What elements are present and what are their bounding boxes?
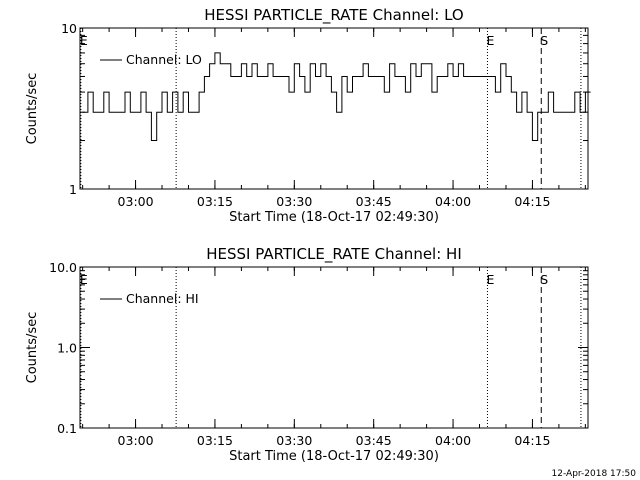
y-axis-label: Counts/sec [25, 312, 40, 384]
event-marker-label: E [486, 33, 494, 48]
chart-title: HESSI PARTICLE_RATE Channel: HI [206, 245, 462, 264]
generation-timestamp: 12-Apr-2018 17:50 [552, 469, 637, 479]
x-tick-label: 03:00 [118, 194, 154, 209]
x-tick-label: 03:30 [276, 194, 312, 209]
x-tick-label: 04:00 [435, 433, 471, 448]
x-tick-label: 03:45 [356, 433, 392, 448]
event-marker-label: E [486, 272, 494, 287]
y-tick-label: 10 [61, 21, 77, 36]
y-axis-label: Counts/sec [25, 73, 40, 145]
y-tick-label: 1 [69, 182, 77, 197]
x-tick-label: 03:00 [118, 433, 154, 448]
chart-title: HESSI PARTICLE_RATE Channel: LO [204, 6, 463, 25]
plot-frame [79, 27, 589, 190]
event-marker-label: E [80, 33, 88, 48]
x-tick-label: 04:15 [514, 433, 550, 448]
event-marker-label: E [80, 272, 88, 287]
x-tick-label: 04:00 [435, 194, 471, 209]
panel-hi: HESSI PARTICLE_RATE Channel: HI 0.1 1.0 10.… [25, 245, 589, 464]
event-marker-label: S [540, 272, 548, 287]
legend-label: Channel: LO [126, 52, 202, 67]
y-tick-label: 10.0 [49, 260, 77, 275]
x-axis-label: Start Time (18-Oct-17 02:49:30) [229, 210, 439, 225]
y-tick-label: 0.1 [57, 421, 77, 436]
x-tick-label: 03:30 [276, 433, 312, 448]
y-tick-label: 1.0 [57, 341, 77, 356]
x-tick-label: 03:45 [356, 194, 392, 209]
series-line [82, 52, 591, 141]
x-tick-label: 03:15 [197, 433, 233, 448]
x-tick-label: 03:15 [197, 194, 233, 209]
legend-label: Channel: HI [126, 291, 199, 306]
x-tick-label: 04:15 [514, 194, 550, 209]
event-marker-label: S [540, 33, 548, 48]
panel-lo: HESSI PARTICLE_RATE Channel: LO 1 10 Counts… [25, 6, 591, 225]
x-axis-label: Start Time (18-Oct-17 02:49:30) [229, 449, 439, 464]
